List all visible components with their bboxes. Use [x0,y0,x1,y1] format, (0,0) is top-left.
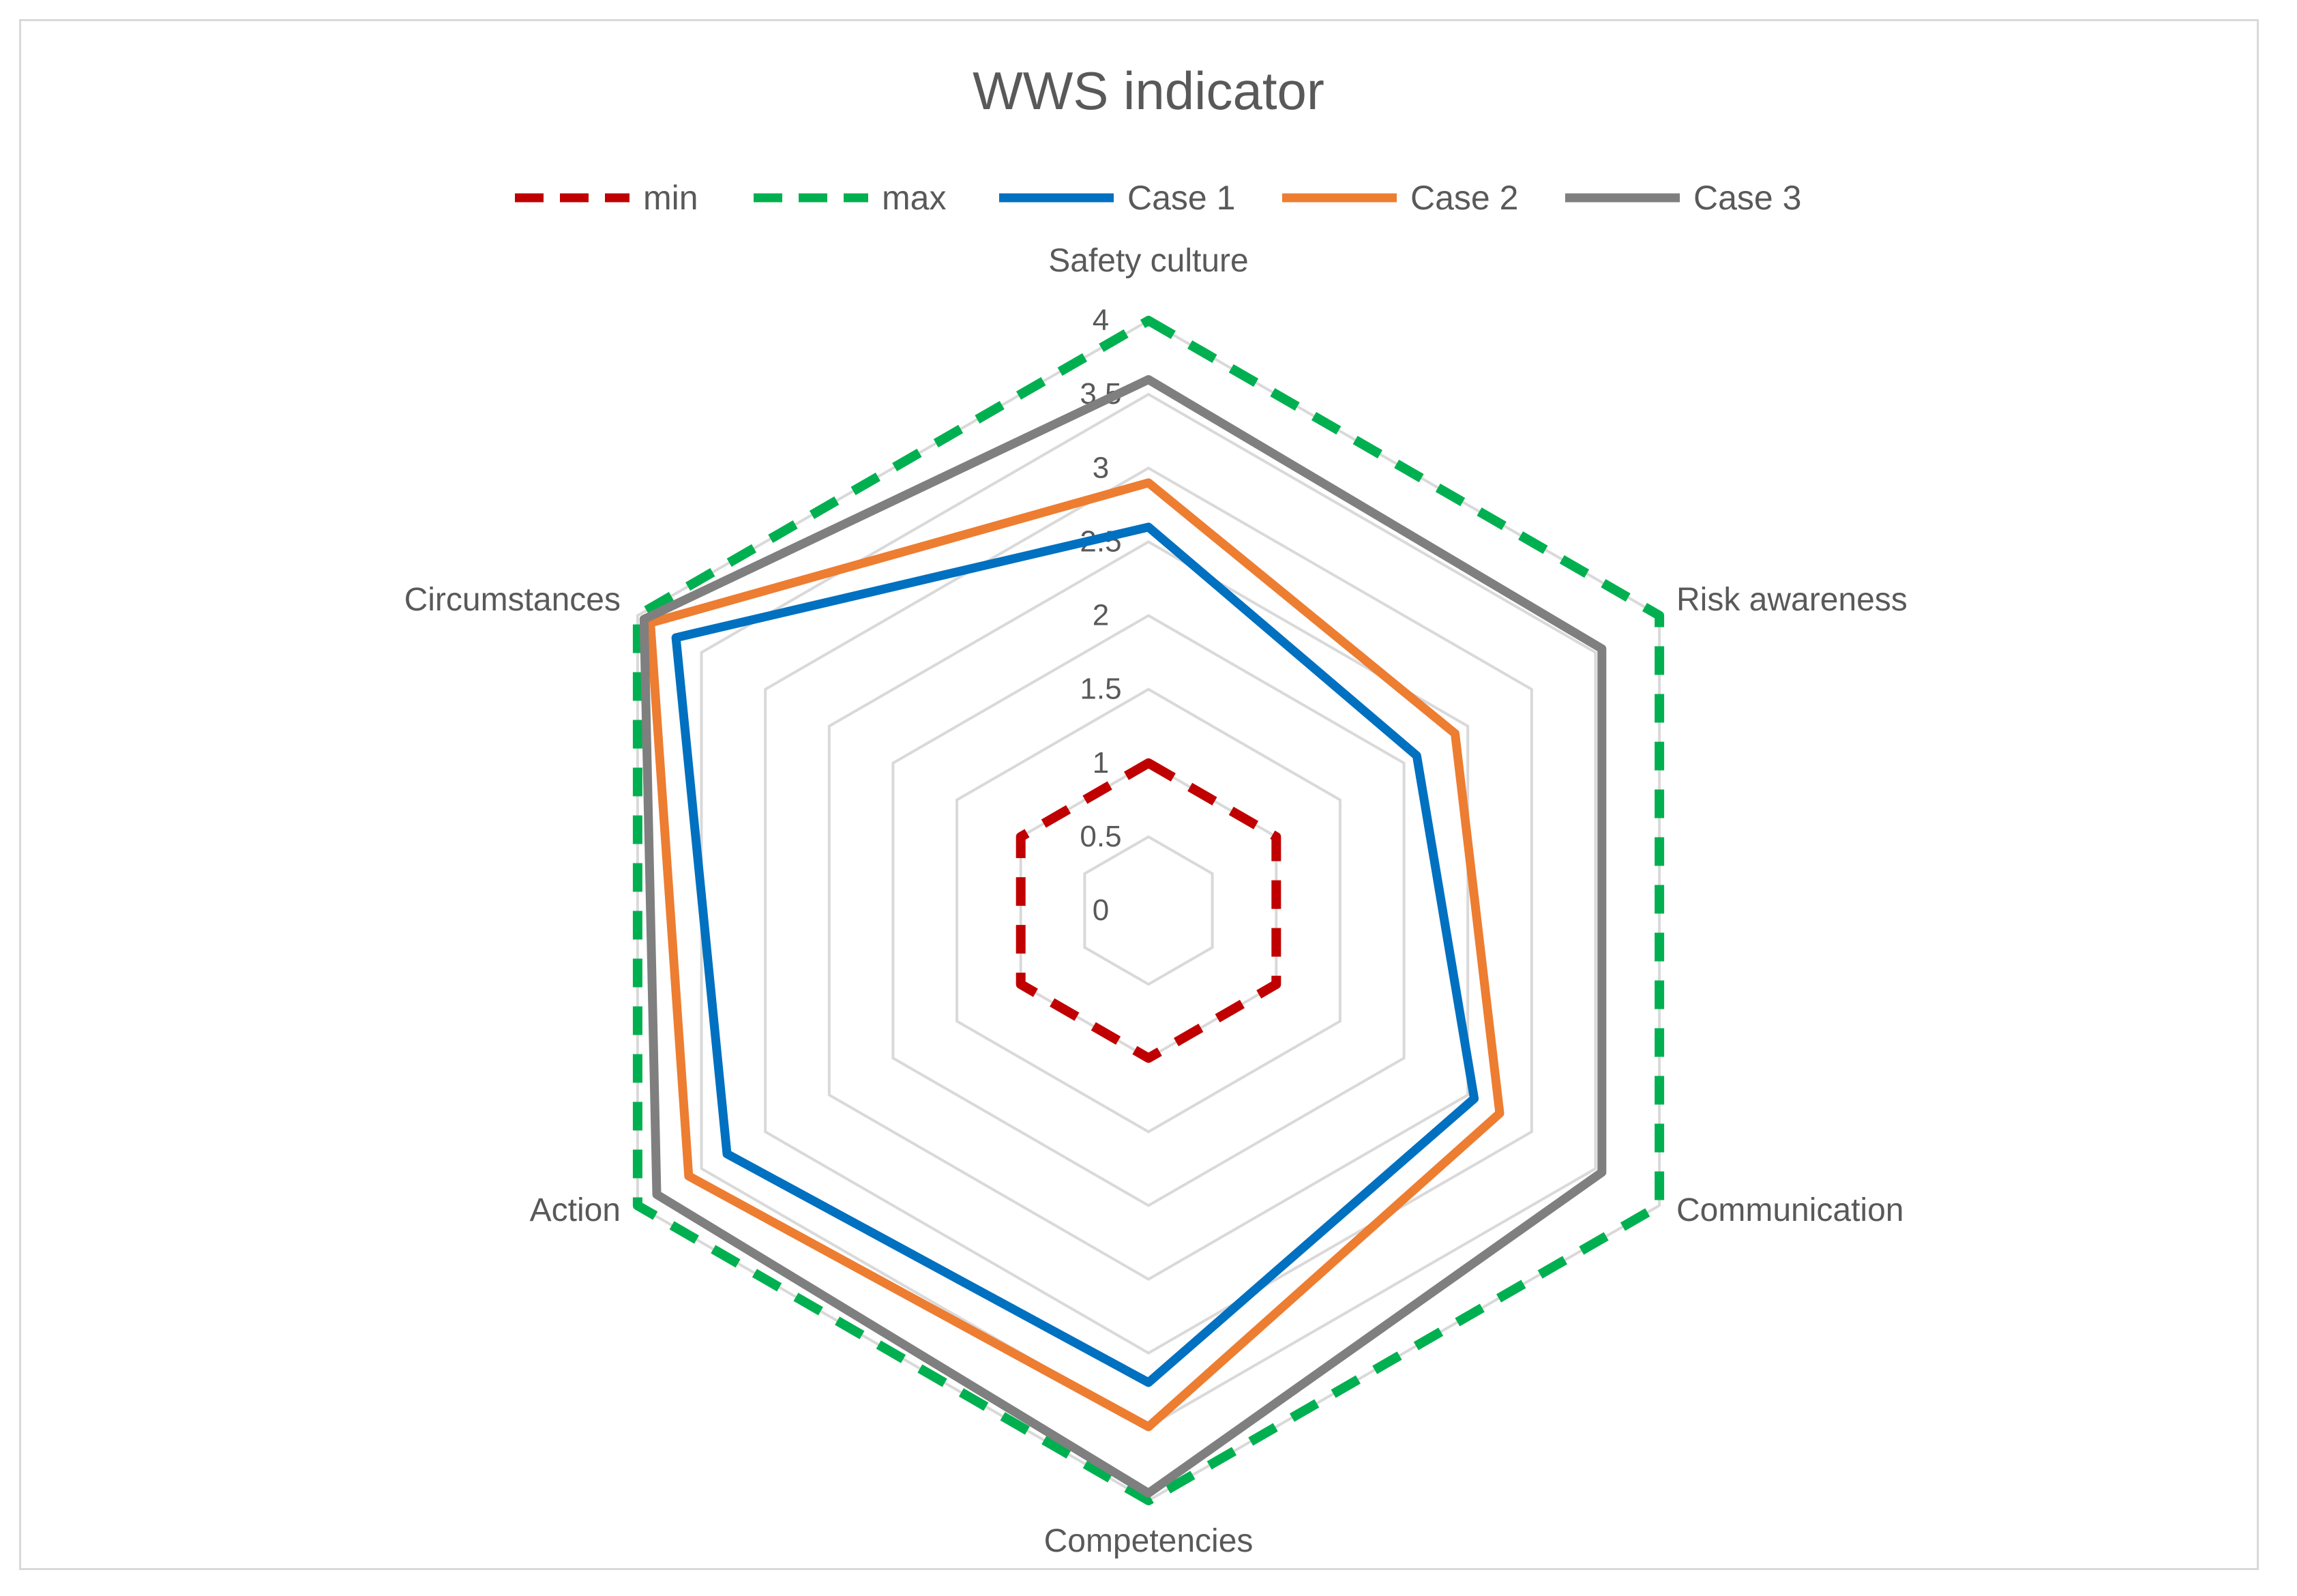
tick-label: 2 [1093,599,1109,632]
tick-label: 0.5 [1080,820,1121,853]
radar-series [632,316,1665,1505]
legend: min max Case 1 Case 2 Case 3 [515,179,1801,217]
grid-ring-4 [636,319,1661,1503]
series-line-case-2 [646,478,1505,1432]
tick-label: 0 [1093,893,1109,927]
chart-frame [19,19,2259,1570]
tick-label: 4 [1093,304,1109,337]
grid-ring-1 [1019,761,1278,1060]
radar-grid [636,319,1661,1503]
axis-label: Safety culture [1048,243,1248,279]
legend-label: Case 2 [1410,179,1518,217]
series-line-case-3 [639,375,1607,1498]
chart-title: WWS indicator [973,61,1324,121]
legend-label: Case 3 [1693,179,1801,217]
grid-ring-2 [891,614,1406,1207]
tick-label: 1.5 [1080,673,1121,706]
series-line-max [632,316,1665,1505]
radial-tick-labels: 00.511.522.533.54 [1080,304,1121,927]
series-line-min [1016,758,1281,1063]
legend-label: max [882,179,946,217]
series-line-case-1 [671,522,1479,1387]
tick-label: 1 [1093,746,1109,780]
tick-label: 3 [1093,451,1109,484]
legend-label: min [643,179,698,217]
grid-ring-2_5 [827,540,1470,1281]
axis-label: Communication [1676,1192,1903,1228]
axis-label: Risk awareness [1676,582,1908,618]
axis-label: Action [530,1192,621,1228]
axis-label: Competencies [1044,1523,1254,1559]
axis-label: Circumstances [404,582,621,618]
grid-ring-0_5 [1083,835,1214,986]
axis-labels: Safety culture Risk awareness Communicatio… [404,243,1908,1559]
grid-ring-1_5 [955,688,1342,1134]
grid-ring-3 [764,466,1533,1355]
legend-label: Case 1 [1127,179,1235,217]
